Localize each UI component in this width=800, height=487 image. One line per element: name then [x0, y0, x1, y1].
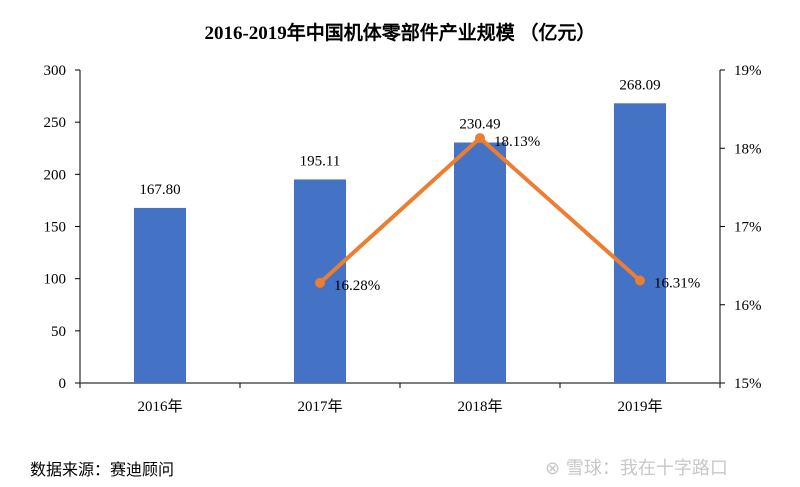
bar: [454, 142, 506, 383]
line-point: [315, 277, 325, 288]
left-tick-label: 0: [59, 376, 67, 392]
left-tick-label: 150: [44, 220, 67, 236]
chart-area: 0 50 100 150 200 250 300 15% 16% 17% 18% 19% 2016年 20…: [44, 63, 762, 415]
left-tick-label: 300: [44, 63, 67, 79]
right-tick-label: 15%: [734, 376, 762, 392]
line-data-label: 16.28%: [334, 278, 380, 294]
bar-data-label: 230.49: [459, 117, 500, 133]
snowball-logo-icon: ⊗: [545, 458, 561, 479]
line-point: [475, 133, 485, 144]
source-note: 数据来源：赛迪顾问: [30, 460, 175, 479]
right-tick-label: 19%: [734, 63, 762, 79]
right-tick-label: 16%: [734, 298, 762, 314]
bar-data-label: 195.11: [300, 153, 341, 169]
left-tick-label: 100: [44, 272, 67, 288]
left-tick-label: 50: [51, 324, 66, 340]
bar-data-label: 167.80: [139, 182, 180, 198]
left-tick-label: 250: [44, 115, 67, 131]
right-tick-label: 17%: [734, 220, 762, 236]
left-tick-label: 200: [44, 167, 67, 183]
line-data-label: 16.31%: [654, 275, 700, 291]
line-data-label: 18.13%: [494, 134, 540, 150]
watermark: ⊗ 雪球：我在十字路口: [545, 454, 728, 480]
right-tick-label: 18%: [734, 141, 762, 157]
x-tick-label: 2017年: [297, 398, 342, 415]
watermark-text: 雪球：我在十字路口: [565, 458, 728, 479]
chart-title: 2016-2019年中国机体零部件产业规模 （亿元）: [204, 23, 596, 44]
x-tick-label: 2018年: [457, 398, 502, 415]
x-tick-label: 2019年: [617, 398, 662, 415]
bar: [614, 103, 666, 383]
bar: [134, 207, 186, 383]
bar-data-label: 268.09: [619, 77, 660, 93]
x-tick-label: 2016年: [137, 398, 182, 415]
line-point: [635, 275, 645, 286]
